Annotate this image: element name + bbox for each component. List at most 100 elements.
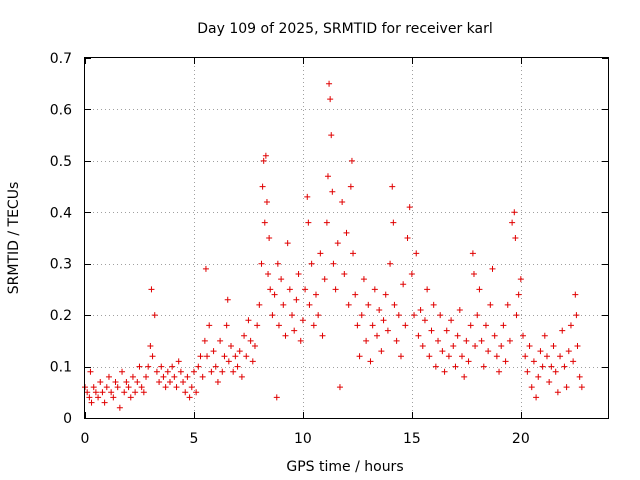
data-point	[267, 286, 274, 293]
data-point	[485, 348, 492, 355]
data-point	[258, 260, 265, 267]
data-point	[554, 389, 561, 396]
data-point	[397, 353, 404, 360]
data-point	[330, 260, 337, 267]
data-point	[365, 301, 372, 308]
data-point	[149, 353, 156, 360]
y-tick-label: 0	[63, 411, 72, 427]
data-point	[261, 219, 268, 226]
data-point	[552, 368, 559, 375]
data-point	[145, 363, 152, 370]
data-point	[502, 358, 509, 365]
data-point	[487, 301, 494, 308]
data-point	[393, 337, 400, 344]
x-tick-label: 0	[81, 431, 90, 447]
data-point	[389, 183, 396, 190]
data-point	[515, 291, 522, 298]
data-point	[321, 276, 328, 283]
data-point	[496, 368, 503, 375]
data-point	[312, 291, 319, 298]
data-point	[513, 312, 520, 319]
data-point	[158, 363, 165, 370]
data-point	[546, 379, 553, 385]
data-point	[186, 394, 193, 401]
data-point	[491, 332, 498, 339]
data-points	[82, 80, 585, 411]
data-point	[103, 384, 110, 391]
data-point	[450, 343, 457, 349]
data-point	[293, 296, 300, 303]
data-point	[467, 322, 474, 329]
data-point	[443, 327, 450, 334]
data-point	[114, 384, 121, 391]
data-point	[411, 312, 418, 319]
data-point	[387, 260, 394, 267]
data-point	[214, 379, 221, 385]
y-tick-labels: 0 0.1 0.2 0.3 0.4 0.5 0.6 0.7	[50, 51, 72, 427]
x-tick-label: 5	[189, 431, 198, 447]
data-point	[448, 317, 455, 324]
data-point	[400, 281, 407, 288]
data-point	[262, 152, 269, 159]
data-point	[354, 322, 361, 329]
data-point	[116, 404, 123, 411]
data-point	[480, 363, 487, 370]
data-point	[286, 286, 293, 293]
data-point	[169, 363, 176, 370]
data-point	[304, 193, 311, 200]
data-point	[500, 322, 507, 329]
data-point	[426, 353, 433, 360]
data-point	[489, 265, 496, 272]
data-point	[182, 389, 189, 396]
data-point	[336, 384, 343, 391]
data-point	[328, 132, 335, 139]
data-point	[541, 332, 548, 339]
data-point	[164, 368, 171, 375]
data-point	[360, 276, 367, 283]
data-point	[138, 384, 145, 391]
data-point	[108, 389, 115, 396]
data-point	[456, 307, 463, 313]
grid-lines	[85, 58, 608, 418]
data-point	[123, 379, 130, 385]
data-point	[112, 379, 119, 385]
data-point	[310, 322, 317, 329]
data-point	[263, 199, 270, 205]
data-point	[417, 307, 424, 313]
data-point	[432, 363, 439, 370]
data-point	[435, 337, 442, 344]
data-point	[95, 394, 102, 401]
data-point	[474, 312, 481, 319]
data-point	[289, 312, 296, 319]
data-point	[236, 348, 243, 355]
data-point	[245, 317, 252, 324]
data-point	[350, 250, 357, 257]
data-point	[395, 312, 402, 319]
data-point	[188, 384, 195, 391]
data-point	[125, 384, 132, 391]
data-point	[143, 373, 150, 380]
data-point	[259, 183, 266, 190]
data-point	[99, 389, 106, 396]
data-point	[88, 399, 95, 406]
data-point	[528, 384, 535, 391]
data-point	[232, 353, 239, 360]
data-point	[273, 394, 280, 401]
x-tick-label: 15	[403, 431, 421, 447]
data-point	[160, 373, 167, 380]
data-point	[441, 368, 448, 375]
data-point	[445, 353, 452, 360]
data-point	[251, 343, 258, 349]
data-point	[175, 358, 182, 365]
plot-frame	[84, 57, 609, 419]
data-point	[390, 219, 397, 226]
data-point	[147, 343, 154, 349]
data-point	[472, 343, 479, 349]
data-point	[284, 240, 291, 247]
data-point	[511, 209, 518, 216]
data-point	[119, 368, 126, 375]
data-point	[374, 332, 381, 339]
data-point	[352, 291, 359, 298]
data-point	[526, 343, 533, 349]
data-point	[358, 312, 365, 319]
